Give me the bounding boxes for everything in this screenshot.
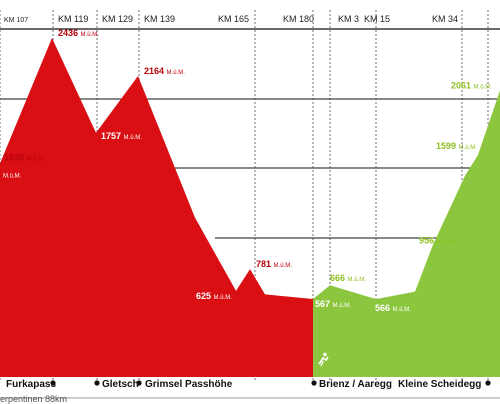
place-labels: Furkapass Gletsch Grimsel Passhöhe Brien… bbox=[6, 379, 491, 390]
place-dot bbox=[136, 380, 142, 386]
km-label: KM 3 bbox=[338, 14, 359, 24]
elevation-label: 1757 M.ü.M. bbox=[101, 131, 142, 141]
place-label-gletsch: Gletsch bbox=[102, 379, 139, 390]
elevation-label: 566 M.ü.M. bbox=[375, 303, 411, 313]
elevation-label: 666 M.ü.M. bbox=[330, 273, 366, 283]
elevation-label: 1538 M.ü.M. bbox=[4, 152, 45, 162]
place-dot bbox=[311, 380, 317, 386]
cyclist-icon bbox=[315, 351, 331, 367]
km-label: KM 139 bbox=[144, 14, 175, 24]
km-labels: KM 107 KM 119 KM 129 KM 139 KM 165 KM 18… bbox=[4, 14, 458, 24]
km-label: KM 15 bbox=[364, 14, 390, 24]
km-label: KM 165 bbox=[218, 14, 249, 24]
elevation-labels: 1538 M.ü.M. 2436 M.ü.M. 1757 M.ü.M. 2164 M.… bbox=[3, 28, 492, 313]
place-dot bbox=[94, 380, 100, 386]
km-label: KM 180 bbox=[283, 14, 314, 24]
place-label-furkapass: Furkapass bbox=[6, 379, 56, 390]
km-label: KM 34 bbox=[432, 14, 458, 24]
km-label: KM 107 bbox=[4, 17, 28, 24]
place-label-kleine-scheidegg: Kleine Scheidegg bbox=[398, 379, 481, 390]
km-label: KM 119 bbox=[58, 14, 88, 24]
elevation-label: 1599 M.ü.M. bbox=[436, 141, 477, 151]
place-dot bbox=[50, 380, 56, 386]
elevation-label: 2436 M.ü.M. bbox=[58, 28, 99, 38]
red-stage-area bbox=[0, 38, 313, 377]
km-label: KM 129 bbox=[102, 14, 133, 24]
place-dot bbox=[485, 380, 491, 386]
elevation-label: 2164 M.ü.M. bbox=[144, 66, 185, 76]
green-stage-area bbox=[313, 90, 500, 378]
place-label-grimsel: Grimsel Passhöhe bbox=[145, 379, 233, 390]
elevation-label: 625 M.ü.M. bbox=[196, 291, 232, 301]
elevation-label: 2061 M.ü.M. bbox=[451, 80, 492, 90]
elevation-label: 781 M.ü.M. bbox=[256, 259, 292, 269]
footer-text: erpentinen 88km bbox=[0, 394, 67, 404]
elevation-label: 956 M.ü.M. bbox=[419, 236, 455, 246]
elevation-unit-label: M.ü.M. bbox=[3, 173, 22, 179]
place-label-brienz: Brienz / Aaregg bbox=[319, 379, 392, 390]
elevation-label: 567 M.ü.M. bbox=[315, 299, 351, 309]
